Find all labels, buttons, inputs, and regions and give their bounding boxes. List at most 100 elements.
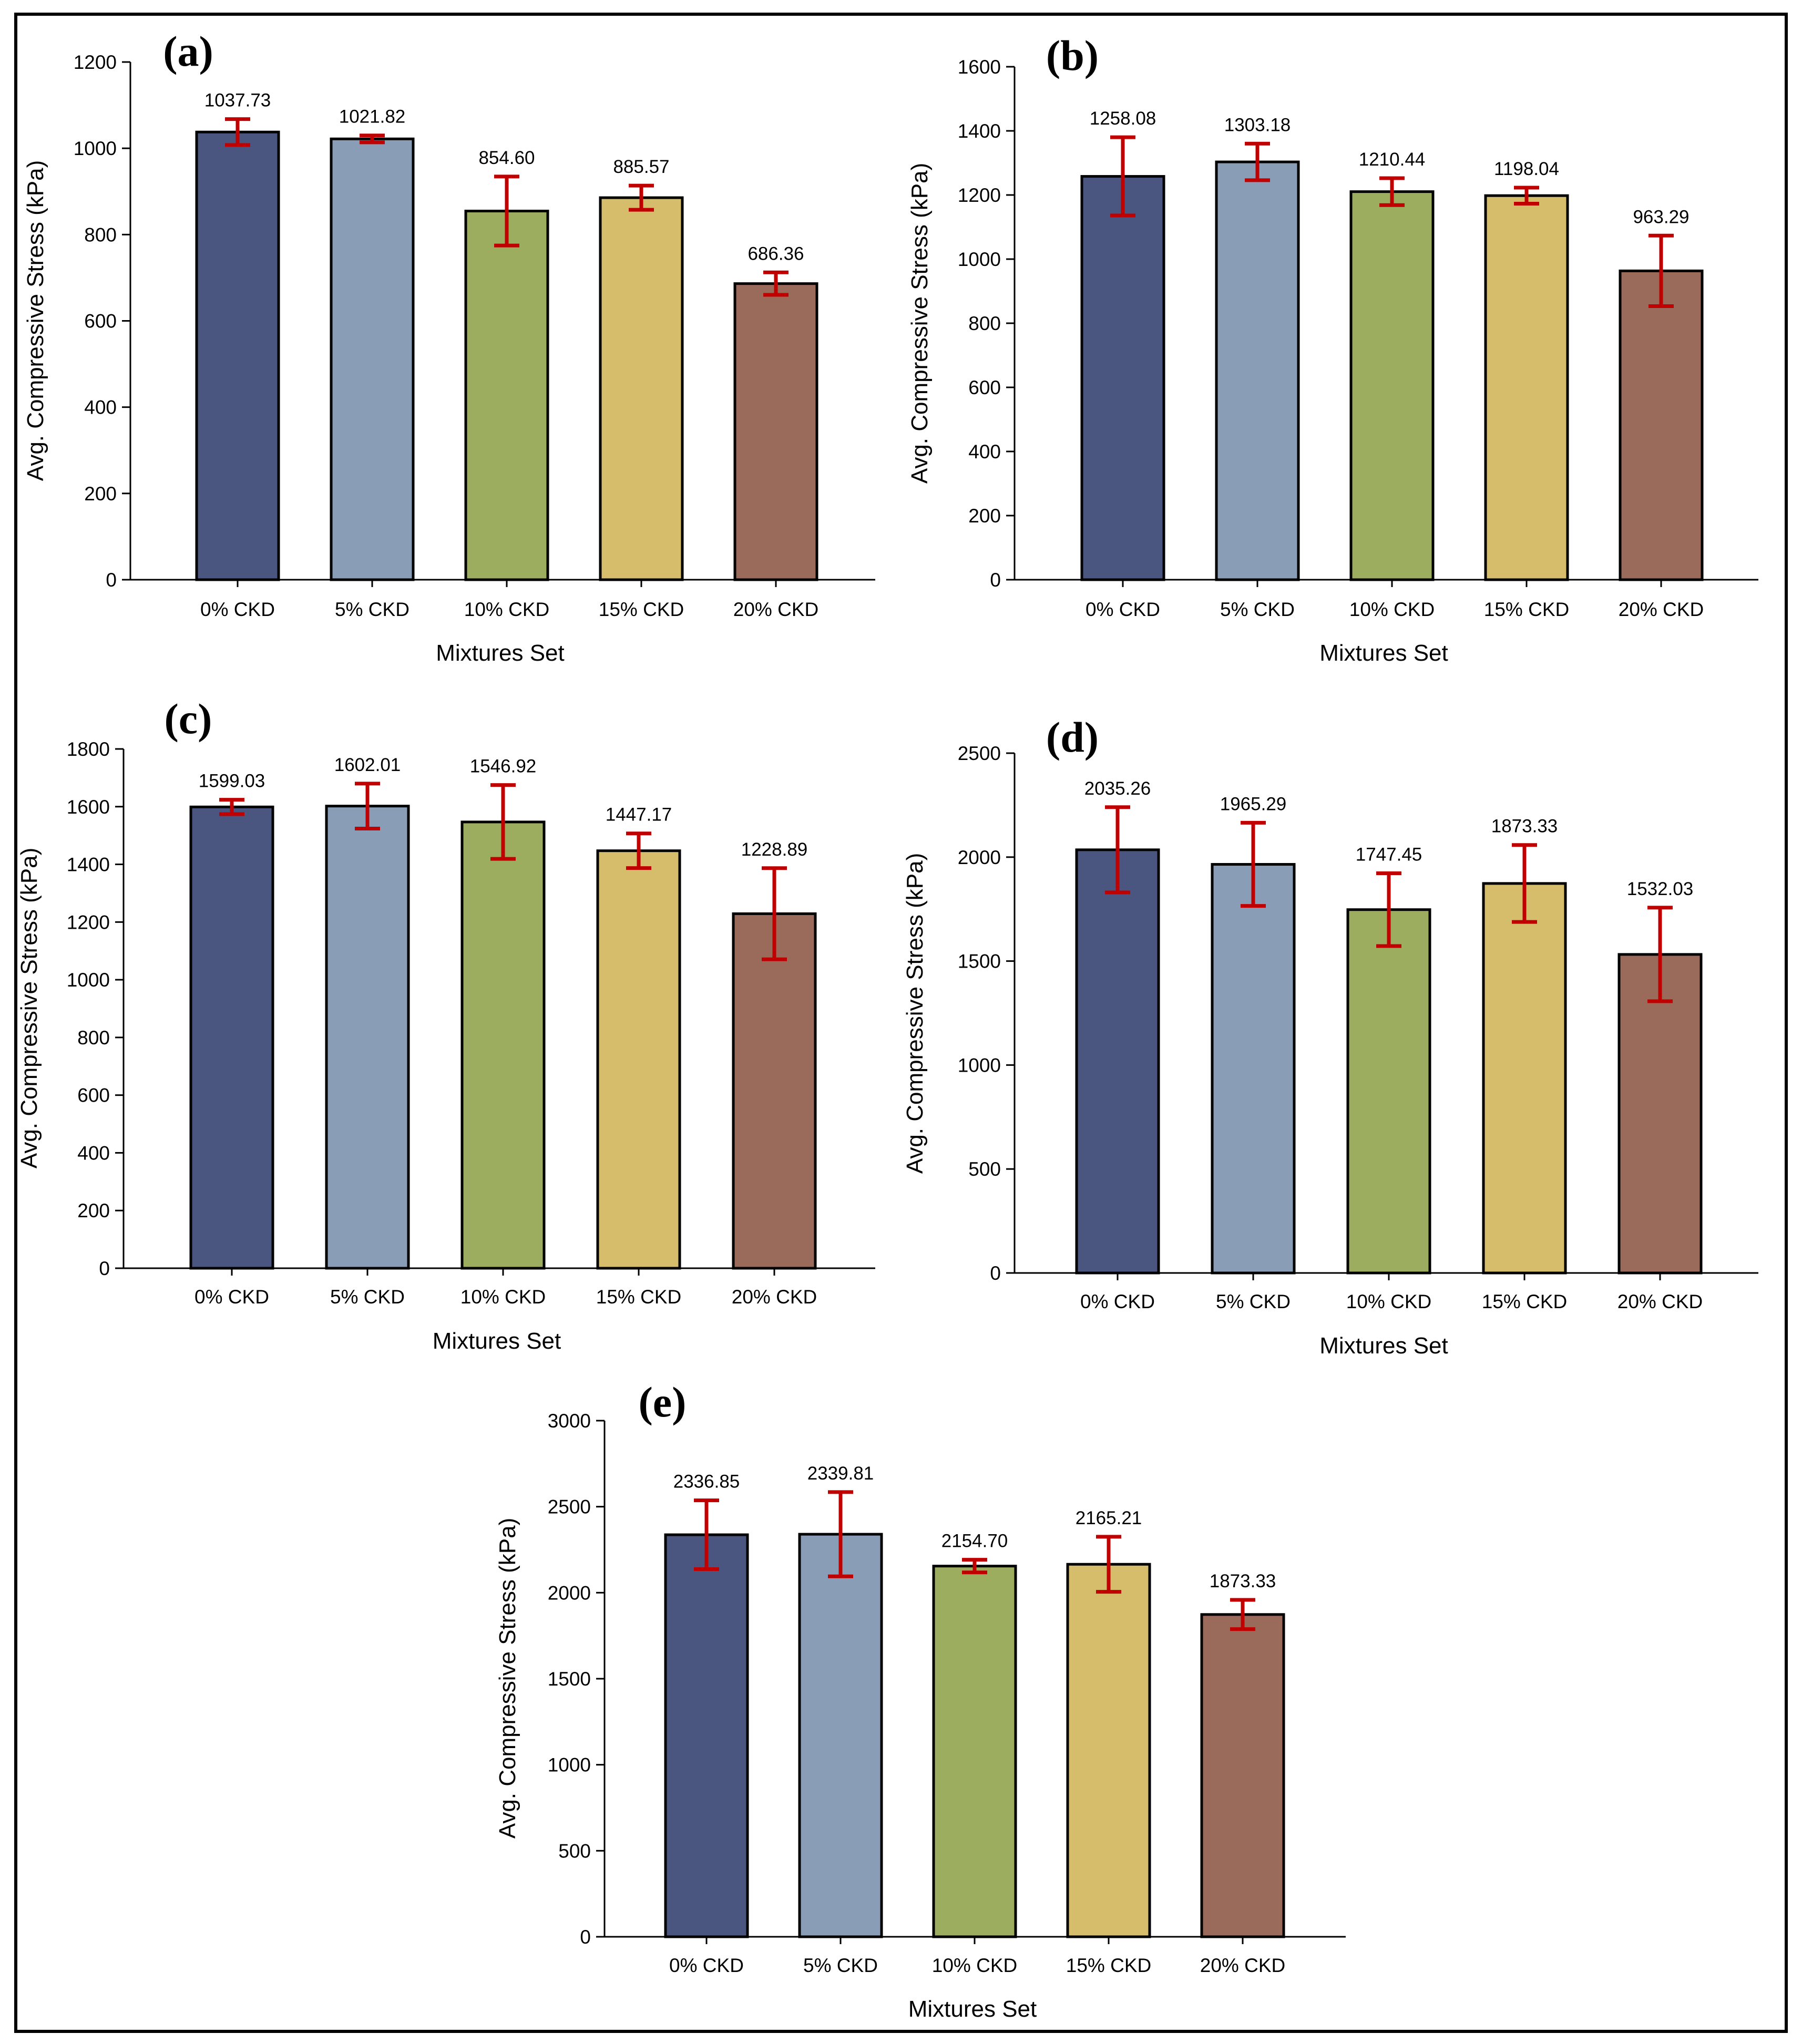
x-tick-label: 0% CKD (200, 599, 275, 620)
bar-5-ckd (325, 805, 410, 1270)
y-axis-title: Avg. Compressive Stress (kPa) (16, 848, 42, 1168)
y-tick-label: 500 (558, 1840, 591, 1862)
bar-20-ckd (733, 282, 818, 581)
data-label: 2339.81 (807, 1463, 874, 1484)
x-tick-label: 0% CKD (1086, 599, 1160, 620)
bar-15-ckd (1066, 1563, 1151, 1938)
bar-10-ckd (464, 210, 549, 581)
y-tick-label: 600 (968, 377, 1001, 398)
y-tick-label: 0 (106, 569, 117, 591)
x-tick-label: 0% CKD (669, 1955, 744, 1976)
y-tick-label: 1200 (74, 52, 117, 73)
bar-20-ckd (1200, 1613, 1285, 1938)
y-tick-label: 1000 (67, 969, 110, 991)
bar-15-ckd (599, 196, 684, 581)
y-tick-label: 1500 (548, 1668, 591, 1690)
y-tick-label: 1500 (958, 951, 1001, 972)
y-tick-label: 2500 (958, 743, 1001, 764)
x-tick-label: 5% CKD (330, 1286, 405, 1308)
data-label: 1258.08 (1090, 108, 1156, 129)
bar-5-ckd (1211, 863, 1296, 1275)
bar-5-ckd (1215, 160, 1300, 581)
y-tick-label: 1600 (958, 56, 1001, 78)
y-tick-label: 1800 (67, 738, 110, 760)
bar-15-ckd (596, 849, 681, 1270)
x-tick-label: 20% CKD (732, 1286, 817, 1308)
data-label: 1599.03 (199, 771, 265, 792)
bar-15-ckd (1484, 194, 1569, 581)
data-label: 1447.17 (606, 805, 672, 825)
bar-10-ckd (460, 820, 546, 1270)
bar-10-ckd (932, 1565, 1017, 1938)
data-label: 1873.33 (1210, 1571, 1276, 1591)
y-tick-label: 1000 (548, 1754, 591, 1776)
x-tick-label: 5% CKD (803, 1955, 878, 1976)
x-tick-label: 15% CKD (1482, 1291, 1567, 1312)
bar-5-ckd (330, 137, 415, 581)
x-tick-label: 5% CKD (335, 599, 409, 620)
panel-label: (b) (1046, 32, 1099, 79)
x-tick-label: 15% CKD (1484, 599, 1569, 620)
y-tick-label: 1000 (958, 1054, 1001, 1076)
data-label: 686.36 (748, 243, 804, 264)
x-axis-title: Mixtures Set (908, 1996, 1037, 2022)
x-tick-label: 15% CKD (596, 1286, 681, 1308)
y-tick-label: 800 (968, 313, 1001, 334)
figure-frame (14, 13, 1788, 2033)
y-tick-label: 400 (84, 397, 117, 418)
y-tick-label: 600 (77, 1085, 110, 1106)
x-axis-title: Mixtures Set (433, 1328, 561, 1354)
y-axis-title: Avg. Compressive Stress (kPa) (902, 853, 928, 1174)
data-label: 963.29 (1633, 207, 1689, 227)
data-label: 1747.45 (1356, 844, 1422, 865)
chart-panel-d: 0 500 1000 1500 2000 2500 2035.26 0% CKD 1965.29… (902, 713, 1758, 1359)
y-tick-label: 2000 (548, 1582, 591, 1604)
x-tick-label: 20% CKD (1619, 599, 1704, 620)
panel-label: (d) (1046, 713, 1099, 761)
bar-10-ckd (1349, 190, 1435, 581)
data-label: 1210.44 (1359, 149, 1426, 170)
data-label: 885.57 (613, 157, 669, 177)
chart-panel-b: 0 200 400 600 800 1000 1200 1400 1600 1258.08 0% C… (907, 32, 1758, 666)
data-label: 2336.85 (673, 1472, 740, 1492)
panel-label: (e) (638, 1378, 686, 1426)
x-tick-label: 10% CKD (464, 599, 549, 620)
x-axis-title: Mixtures Set (1319, 640, 1448, 666)
chart-panel-e: 0 500 1000 1500 2000 2500 3000 2336.85 0% CKD 233… (495, 1378, 1346, 2022)
y-tick-label: 3000 (548, 1410, 591, 1432)
y-tick-label: 200 (968, 505, 1001, 527)
y-tick-label: 400 (77, 1142, 110, 1164)
y-tick-label: 0 (580, 1926, 591, 1948)
y-tick-label: 1200 (67, 911, 110, 933)
y-tick-label: 400 (968, 441, 1001, 463)
y-tick-label: 600 (84, 311, 117, 332)
x-tick-label: 0% CKD (1080, 1291, 1155, 1312)
y-tick-label: 2500 (548, 1496, 591, 1518)
x-tick-label: 20% CKD (1617, 1291, 1703, 1312)
data-label: 1037.73 (204, 90, 271, 111)
x-tick-label: 5% CKD (1220, 599, 1295, 620)
chart-panel-a: 0 200 400 600 800 1000 1200 1037.73 0% CKD 1021.8… (23, 27, 875, 666)
y-tick-label: 1600 (67, 796, 110, 818)
x-tick-label: 0% CKD (194, 1286, 269, 1308)
x-tick-label: 5% CKD (1216, 1291, 1291, 1312)
data-label: 1532.03 (1627, 879, 1694, 899)
y-tick-label: 0 (99, 1258, 110, 1279)
y-tick-label: 0 (990, 569, 1001, 591)
x-axis-title: Mixtures Set (1319, 1333, 1448, 1359)
bar-10-ckd (1346, 908, 1431, 1275)
bar-20-ckd (732, 912, 817, 1270)
data-label: 1602.01 (334, 755, 401, 775)
y-tick-label: 500 (968, 1158, 1001, 1180)
y-axis-title: Avg. Compressive Stress (kPa) (907, 163, 933, 484)
x-tick-label: 15% CKD (1066, 1955, 1151, 1976)
x-tick-label: 15% CKD (599, 599, 684, 620)
x-tick-label: 10% CKD (1349, 599, 1435, 620)
chart-panel-c: 0 200 400 600 800 1000 1200 1400 1600 1800 1599.03… (16, 695, 875, 1354)
y-tick-label: 200 (77, 1200, 110, 1221)
data-label: 1965.29 (1220, 794, 1287, 814)
panel-label: (a) (163, 27, 213, 75)
data-label: 2165.21 (1076, 1508, 1142, 1528)
y-tick-label: 1000 (74, 138, 117, 159)
y-tick-label: 0 (990, 1262, 1001, 1284)
